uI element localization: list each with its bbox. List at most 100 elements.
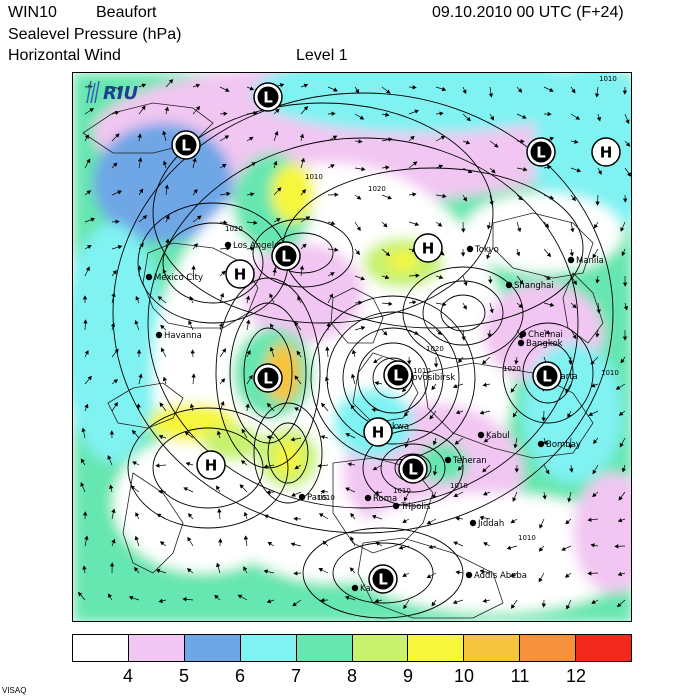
wind-arrow-head bbox=[292, 602, 297, 607]
wind-arrow-head bbox=[275, 108, 280, 114]
wind-arrow-head bbox=[506, 545, 512, 550]
wind-arrow-head bbox=[305, 216, 311, 221]
wind-arrow-head bbox=[512, 412, 517, 418]
wind-arrow-head bbox=[414, 330, 419, 335]
wind-arrow-head bbox=[463, 281, 468, 287]
field-wind: Horizontal Wind bbox=[8, 47, 121, 64]
wind-arrow-head bbox=[590, 360, 595, 365]
wind-arrow-head bbox=[84, 535, 89, 540]
wind-arrow-head bbox=[80, 482, 85, 487]
wind-arrow-head bbox=[594, 223, 598, 229]
wind-arrow-head bbox=[455, 516, 460, 521]
wind-arrow-head bbox=[107, 455, 112, 460]
wind-arrow-head bbox=[404, 443, 409, 448]
wind-arrow-head bbox=[461, 228, 466, 233]
wind-arrow-head bbox=[412, 161, 418, 166]
wind-arrow-head bbox=[569, 252, 574, 257]
wind-arrow-head bbox=[549, 87, 554, 92]
wind-arrow-head bbox=[158, 434, 164, 439]
legend-swatch-9 bbox=[576, 635, 632, 661]
wind-arrow-head bbox=[454, 440, 460, 445]
wind-arrow-head bbox=[80, 458, 85, 464]
wind-arrow-head bbox=[187, 536, 192, 542]
wind-arrow-head bbox=[373, 359, 378, 364]
wind-arrow-head bbox=[294, 407, 299, 412]
wind-arrow-head bbox=[85, 266, 90, 271]
wind-arrow-head bbox=[269, 293, 274, 298]
wind-arrow-head bbox=[374, 490, 379, 495]
wind-arrow-head bbox=[538, 547, 544, 552]
wind-arrow-head bbox=[432, 494, 437, 499]
wind-arrow-head bbox=[246, 350, 251, 355]
wind-arrow-head bbox=[141, 83, 147, 88]
wind-arrow-head bbox=[482, 491, 488, 496]
wind-arrow-head bbox=[523, 167, 528, 172]
map-canvas: 1010101010201020100010201010102010101010… bbox=[73, 73, 631, 621]
legend-tick-label: 11 bbox=[510, 666, 530, 686]
wind-arrow-head bbox=[565, 388, 570, 394]
wind-arrow-head bbox=[439, 111, 444, 116]
wind-arrow-head bbox=[616, 602, 622, 608]
wind-arrow-head bbox=[109, 484, 114, 489]
wind-arrow-head bbox=[155, 463, 160, 468]
footer-credit: VISAQ bbox=[2, 686, 27, 695]
wind-arrow-head bbox=[545, 469, 550, 475]
wind-arrow-head bbox=[437, 330, 442, 335]
city-markers: Los Angeles Mexico City Havanna Tokyo Manila… bbox=[145, 241, 604, 594]
wind-arrow-head bbox=[329, 293, 333, 299]
wind-arrow-head bbox=[250, 192, 255, 197]
low-pressure-center: L bbox=[253, 363, 283, 393]
wind-arrow-head bbox=[622, 282, 628, 287]
wind-arrow-head bbox=[455, 570, 460, 575]
wind-arrow-head bbox=[510, 572, 515, 577]
isobar-label: 1010 bbox=[393, 487, 411, 495]
wind-arrow-head bbox=[165, 214, 170, 220]
wind-arrow-head bbox=[383, 331, 388, 336]
city-label: Tripolis bbox=[400, 502, 431, 512]
model-name: WIN10 bbox=[8, 4, 57, 21]
wind-arrow-head bbox=[384, 274, 390, 280]
wind-arrow-head bbox=[615, 385, 621, 390]
wind-arrow-head bbox=[240, 460, 246, 465]
wind-arrow-head bbox=[217, 508, 222, 513]
wind-arrow-head bbox=[431, 385, 436, 391]
wind-arrow-head bbox=[539, 524, 544, 529]
isobar-label: 1010 bbox=[599, 75, 617, 83]
wind-arrow-head bbox=[266, 402, 272, 408]
wind-arrow-head bbox=[486, 254, 491, 260]
city-dot bbox=[505, 281, 513, 289]
wind-arrow-head bbox=[572, 334, 577, 340]
wind-arrow-head bbox=[193, 188, 198, 194]
legend-tick-label: 12 bbox=[565, 666, 587, 686]
isobar-label: 1020 bbox=[368, 185, 386, 193]
wind-vectors bbox=[78, 79, 631, 610]
wind-arrow-head bbox=[137, 157, 143, 162]
wind-arrow-head bbox=[622, 198, 628, 203]
wind-arrow-head bbox=[487, 333, 492, 338]
wind-arrow-head bbox=[182, 597, 187, 602]
wind-arrow-head bbox=[614, 544, 619, 549]
wind-arrow-head bbox=[623, 305, 629, 311]
wind-arrow-head bbox=[592, 492, 597, 498]
isobar-label: 1010 bbox=[518, 534, 536, 542]
wind-arrow-head bbox=[220, 378, 226, 383]
wind-arrow-head bbox=[320, 435, 325, 440]
wind-arrow-head bbox=[83, 511, 88, 516]
wind-arrow-head bbox=[162, 160, 168, 166]
city-label: Chennai bbox=[528, 330, 563, 340]
wind-arrow-head bbox=[132, 461, 137, 466]
wind-arrow-head bbox=[321, 402, 326, 408]
wind-arrow-head bbox=[220, 401, 225, 406]
legend-tick-label: 6 bbox=[234, 666, 245, 686]
wind-arrow-head bbox=[345, 433, 350, 437]
wind-arrow-head bbox=[546, 252, 552, 258]
scale-name: Beaufort bbox=[96, 4, 157, 21]
wind-arrow-head bbox=[627, 172, 631, 177]
wind-arrow-head bbox=[547, 165, 552, 170]
wind-arrow-head bbox=[432, 471, 438, 476]
wind-arrow-head bbox=[510, 519, 516, 524]
wind-arrow-head bbox=[350, 536, 355, 541]
wind-arrow-head bbox=[569, 468, 574, 473]
wind-arrow-head bbox=[159, 541, 165, 546]
wind-arrow-head bbox=[196, 215, 202, 220]
